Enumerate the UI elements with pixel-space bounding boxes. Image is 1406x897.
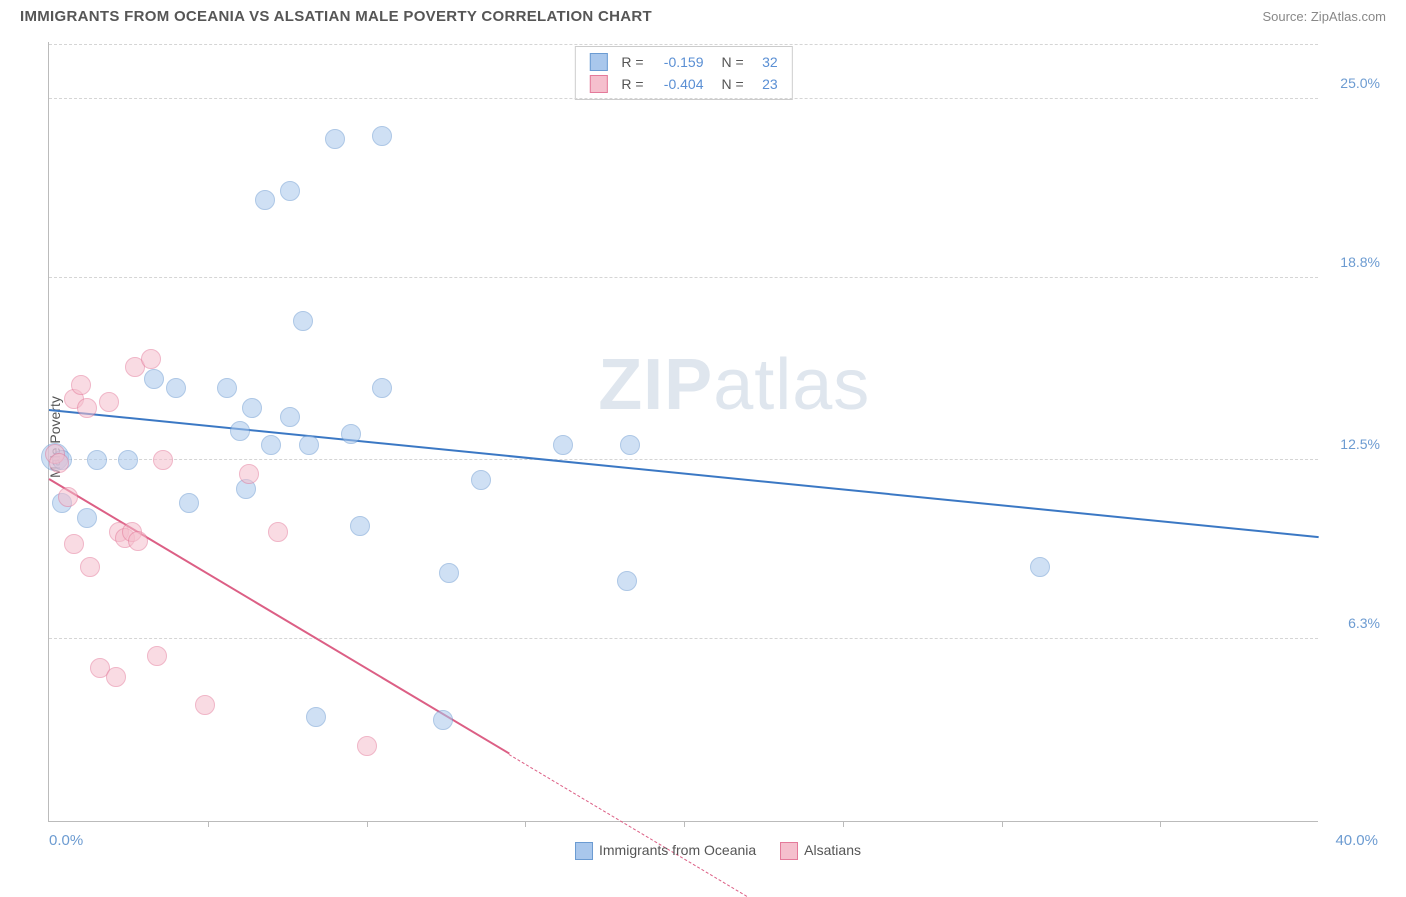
data-point — [147, 646, 167, 666]
data-point — [80, 557, 100, 577]
data-point — [77, 508, 97, 528]
data-point — [77, 398, 97, 418]
data-point — [299, 435, 319, 455]
legend-swatch — [575, 842, 593, 860]
y-tick-label: 12.5% — [1340, 436, 1380, 452]
chart-container: Male Poverty ZIPatlas R =-0.159N =32R =-… — [48, 42, 1388, 832]
gridline — [49, 459, 1318, 460]
data-point — [195, 695, 215, 715]
data-point — [293, 311, 313, 331]
data-point — [268, 522, 288, 542]
data-point — [280, 181, 300, 201]
data-point — [99, 392, 119, 412]
data-point — [144, 369, 164, 389]
data-point — [166, 378, 186, 398]
r-label: R = — [621, 73, 643, 95]
x-tick — [208, 821, 209, 827]
data-point — [49, 453, 69, 473]
data-point — [306, 707, 326, 727]
trend-line — [509, 754, 748, 897]
data-point — [153, 450, 173, 470]
data-point — [553, 435, 573, 455]
data-point — [71, 375, 91, 395]
n-value: 23 — [752, 73, 778, 95]
data-point — [433, 710, 453, 730]
legend-swatch — [589, 53, 607, 71]
data-point — [439, 563, 459, 583]
chart-source: Source: ZipAtlas.com — [1262, 9, 1386, 24]
data-point — [217, 378, 237, 398]
gridline — [49, 638, 1318, 639]
data-point — [255, 190, 275, 210]
data-point — [617, 571, 637, 591]
legend-item: Immigrants from Oceania — [575, 842, 756, 860]
chart-title: IMMIGRANTS FROM OCEANIA VS ALSATIAN MALE… — [20, 8, 652, 25]
data-point — [106, 667, 126, 687]
data-point — [357, 736, 377, 756]
data-point — [179, 493, 199, 513]
x-tick — [367, 821, 368, 827]
data-point — [280, 407, 300, 427]
data-point — [341, 424, 361, 444]
watermark: ZIPatlas — [598, 344, 870, 426]
data-point — [58, 487, 78, 507]
n-label: N = — [722, 51, 744, 73]
gridline — [49, 98, 1318, 99]
stats-row: R = -0.404 N = 23 — [589, 73, 777, 95]
gridline — [49, 277, 1318, 278]
stats-box: R = -0.159 N = 32 R = -0.404 N = 23 — [574, 46, 792, 100]
data-point — [128, 531, 148, 551]
legend-swatch — [780, 842, 798, 860]
chart-header: IMMIGRANTS FROM OCEANIA VS ALSATIAN MALE… — [0, 0, 1406, 31]
data-point — [1030, 557, 1050, 577]
plot-area: ZIPatlas R =-0.159N =32R =-0.404N =23 6.… — [48, 42, 1318, 822]
data-point — [471, 470, 491, 490]
y-tick-label: 25.0% — [1340, 75, 1380, 91]
legend-label: Alsatians — [804, 842, 861, 858]
legend-label: Immigrants from Oceania — [599, 842, 756, 858]
data-point — [372, 126, 392, 146]
legend: Immigrants from Oceania Alsatians — [575, 842, 861, 860]
data-point — [141, 349, 161, 369]
x-tick — [525, 821, 526, 827]
data-point — [239, 464, 259, 484]
data-point — [87, 450, 107, 470]
x-tick — [1160, 821, 1161, 827]
data-point — [64, 534, 84, 554]
data-point — [350, 516, 370, 536]
x-axis-min-label: 0.0% — [49, 832, 83, 849]
r-label: R = — [621, 51, 643, 73]
y-tick-label: 18.8% — [1340, 254, 1380, 270]
n-value: 32 — [752, 51, 778, 73]
y-tick-label: 6.3% — [1348, 615, 1380, 631]
data-point — [372, 378, 392, 398]
r-value: -0.159 — [652, 51, 704, 73]
r-value: -0.404 — [652, 73, 704, 95]
data-point — [230, 421, 250, 441]
x-tick — [1002, 821, 1003, 827]
legend-swatch — [589, 75, 607, 93]
x-tick — [684, 821, 685, 827]
data-point — [620, 435, 640, 455]
x-tick — [843, 821, 844, 827]
data-point — [118, 450, 138, 470]
gridline — [49, 44, 1318, 45]
data-point — [242, 398, 262, 418]
data-point — [261, 435, 281, 455]
legend-item: Alsatians — [780, 842, 861, 860]
data-point — [325, 129, 345, 149]
stats-row: R = -0.159 N = 32 — [589, 51, 777, 73]
x-axis-max-label: 40.0% — [1335, 832, 1378, 849]
n-label: N = — [722, 73, 744, 95]
